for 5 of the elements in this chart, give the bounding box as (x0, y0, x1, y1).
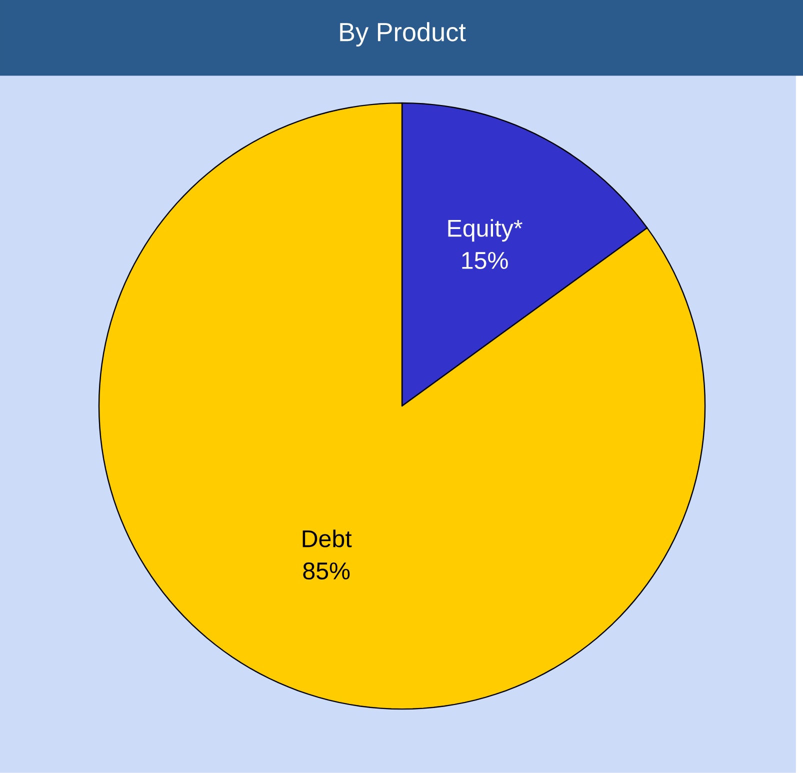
slice-label: Debt (302, 530, 352, 548)
data-label: 15% (462, 252, 508, 270)
data-label: 85% (303, 562, 350, 580)
chart-title: By Product (340, 22, 466, 47)
slice-label: Equity* (448, 219, 522, 242)
